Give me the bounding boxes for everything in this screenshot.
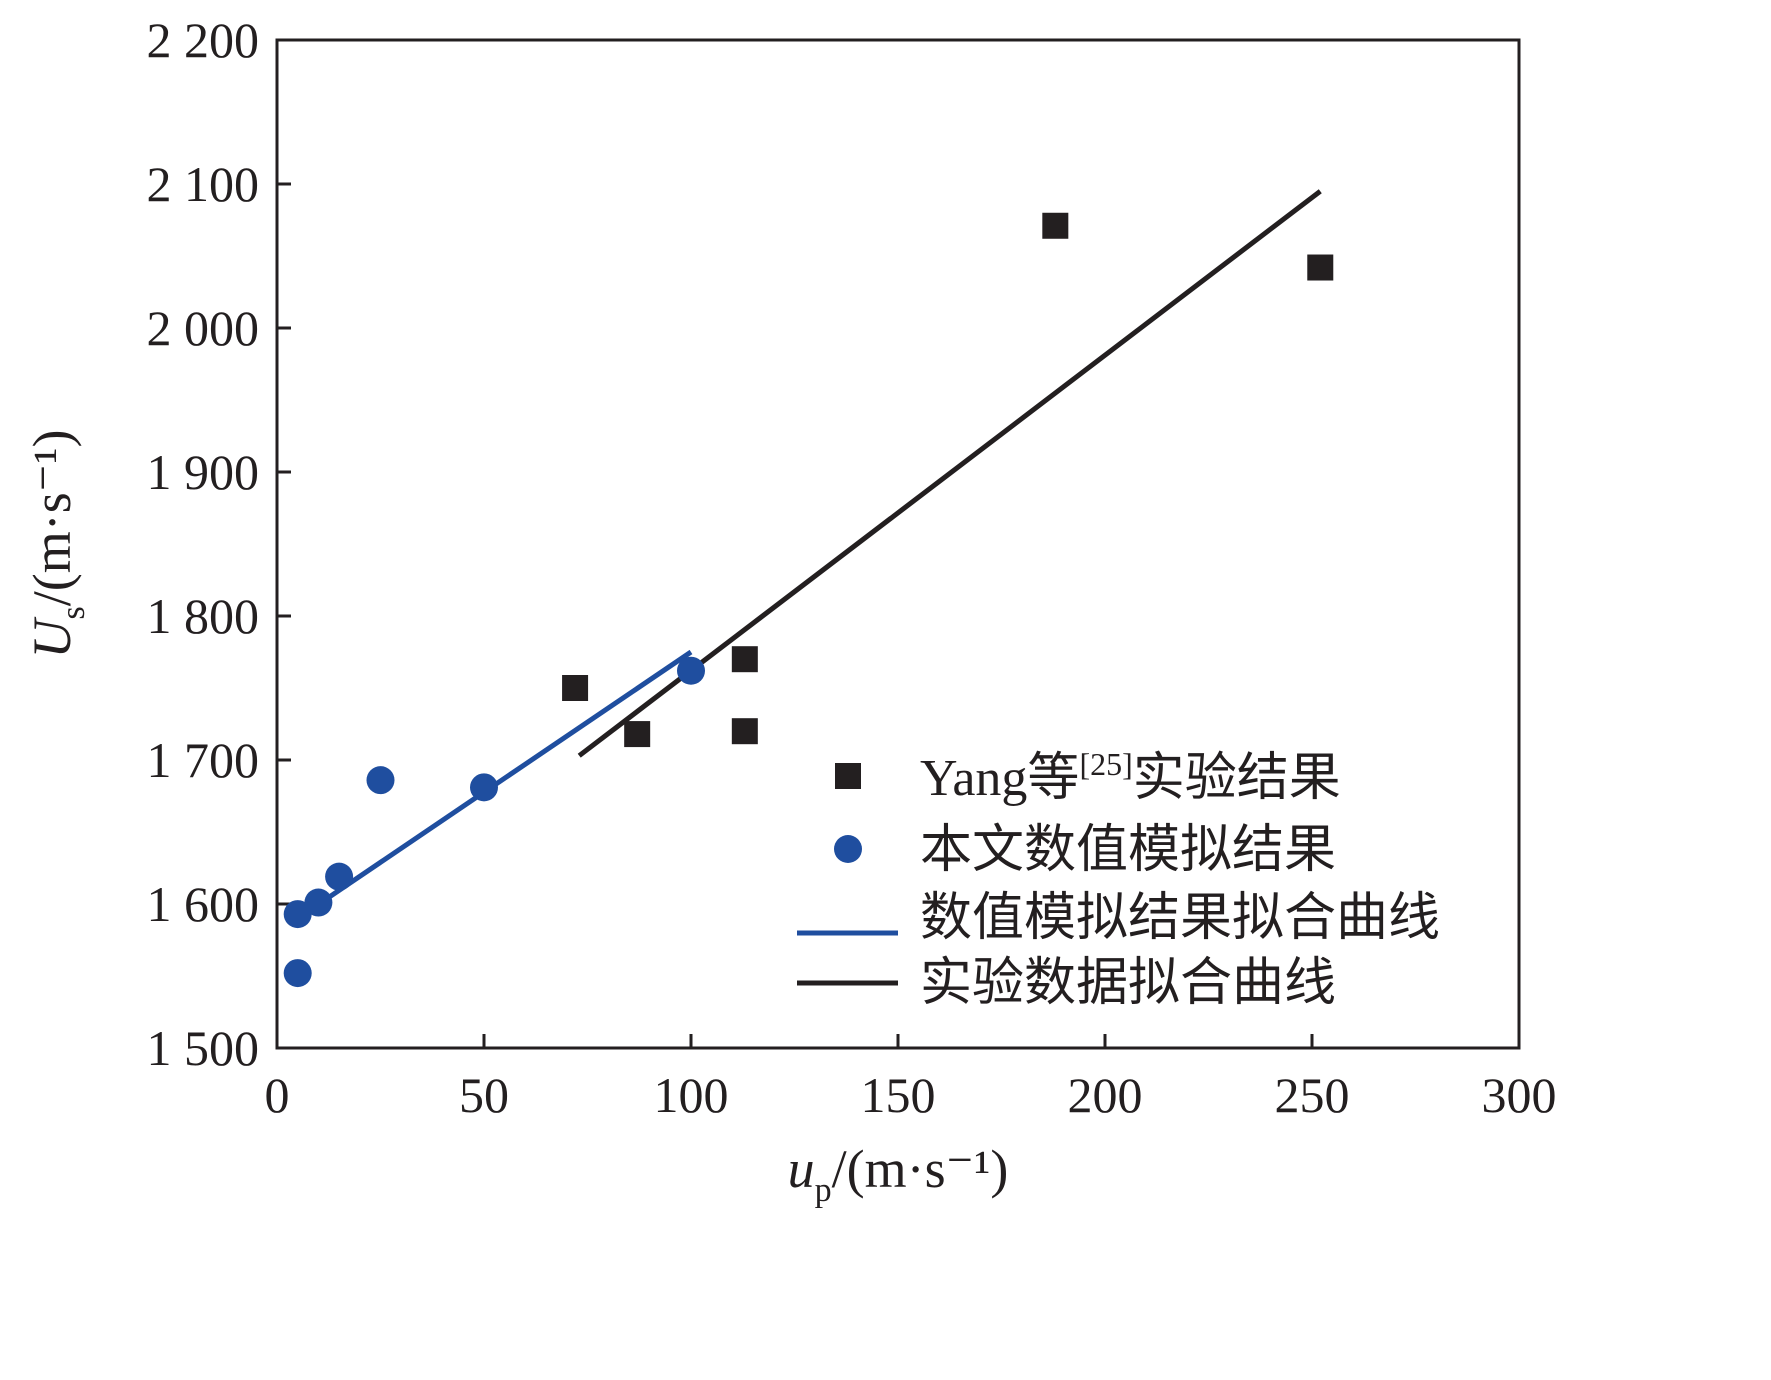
x-axis-ticks: 0 50 100 150 200 250 300 (265, 1034, 1557, 1123)
data-point-circle (325, 862, 354, 891)
series-layer (283, 189, 1334, 988)
x-tick-label: 300 (1482, 1067, 1557, 1123)
x-tick-label: 150 (861, 1067, 936, 1123)
scatter-series (562, 212, 1334, 748)
y-tick-label: 1 600 (147, 876, 260, 932)
x-tick-label: 100 (654, 1067, 729, 1123)
fit-line (577, 189, 1322, 758)
y-tick-label: 2 000 (147, 300, 260, 356)
x-axis-label: up/(m·s⁻¹) (788, 1139, 1009, 1209)
y-tick-label: 1 500 (147, 1020, 260, 1076)
x-tick-label: 50 (459, 1067, 509, 1123)
data-point-circle (677, 656, 705, 685)
legend-label-experiment: Yang等[25]实验结果 (920, 746, 1341, 808)
y-tick-label: 1 800 (147, 588, 260, 644)
data-point-square (624, 721, 651, 748)
y-tick-label: 1 900 (147, 444, 260, 500)
y-axis-label: Us/(m·s⁻¹) (22, 430, 92, 659)
legend-square-marker (835, 763, 861, 789)
data-point-square (731, 646, 758, 673)
data-point-circle (283, 959, 312, 988)
y-tick-label: 1 700 (147, 732, 260, 788)
x-tick-label: 0 (265, 1067, 290, 1123)
fit-line-series (577, 189, 1322, 758)
x-tick-label: 200 (1068, 1067, 1143, 1123)
data-point-circle (470, 773, 498, 802)
legend-circle-marker (834, 835, 862, 863)
legend-label-experiment-fit: 实验数据拟合曲线 (920, 953, 1336, 1013)
legend-label-simulation-fit: 数值模拟结果拟合曲线 (920, 888, 1440, 948)
data-point-circle (283, 900, 312, 929)
y-axis-ticks: 1 500 1 600 1 700 1 800 1 900 2 000 2 100 2 200 (147, 12, 291, 1076)
data-point-square (1307, 254, 1334, 281)
y-tick-label: 2 200 (147, 12, 260, 68)
data-point-square (1042, 212, 1069, 239)
data-point-circle (304, 888, 333, 917)
data-point-circle (366, 766, 395, 795)
x-tick-label: 250 (1275, 1067, 1350, 1123)
legend-label-simulation: 本文数值模拟结果 (920, 820, 1336, 880)
scatter-series (283, 656, 705, 988)
data-point-square (731, 718, 758, 745)
y-tick-label: 2 100 (147, 156, 260, 212)
legend: Yang等[25]实验结果 本文数值模拟结果 数值模拟结果拟合曲线 实验数据拟合… (797, 746, 1440, 1013)
data-point-square (562, 675, 589, 701)
